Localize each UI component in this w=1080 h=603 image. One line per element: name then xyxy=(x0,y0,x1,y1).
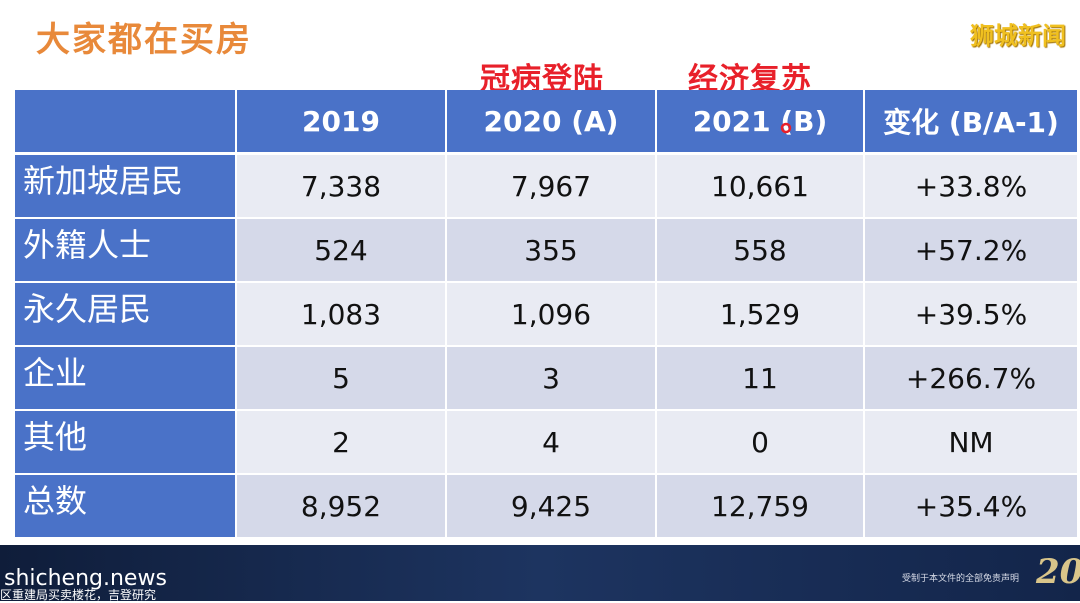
data-cell: 10,661 xyxy=(657,155,863,217)
data-cell: +266.7% xyxy=(865,347,1077,409)
row-header: 总数 xyxy=(15,475,235,537)
data-cell: 2 xyxy=(237,411,445,473)
data-cell: 524 xyxy=(237,219,445,281)
watermark: 狮城新闻 xyxy=(970,22,1066,50)
header-cell xyxy=(15,90,235,152)
data-cell: 8,952 xyxy=(237,475,445,537)
row-header: 企业 xyxy=(15,347,235,409)
data-cell: 12,759 xyxy=(657,475,863,537)
data-cell: 11 xyxy=(657,347,863,409)
data-cell: 0 xyxy=(657,411,863,473)
logo: 20 xyxy=(1036,552,1080,592)
data-cell: 1,096 xyxy=(447,283,655,345)
data-cell: +39.5% xyxy=(865,283,1077,345)
data-cell: +57.2% xyxy=(865,219,1077,281)
data-cell: 355 xyxy=(447,219,655,281)
header-cell: 2021 (B) xyxy=(657,90,863,152)
data-cell: NM xyxy=(865,411,1077,473)
data-cell: 3 xyxy=(447,347,655,409)
row-header: 外籍人士 xyxy=(15,219,235,281)
data-cell: 1,529 xyxy=(657,283,863,345)
header-cell: 2020 (A) xyxy=(447,90,655,152)
header-cell: 2019 xyxy=(237,90,445,152)
data-cell: 1,083 xyxy=(237,283,445,345)
cursor-dot xyxy=(780,122,792,134)
data-cell: +35.4% xyxy=(865,475,1077,537)
data-cell: 4 xyxy=(447,411,655,473)
data-cell: 7,338 xyxy=(237,155,445,217)
data-cell: +33.8% xyxy=(865,155,1077,217)
data-cell: 7,967 xyxy=(447,155,655,217)
header-cell: 变化 (B/A-1) xyxy=(865,90,1077,152)
row-header: 永久居民 xyxy=(15,283,235,345)
disclaimer: 受制于本文件的全部免责声明 xyxy=(902,574,1020,584)
site-name: shicheng.news xyxy=(4,566,167,591)
row-header: 新加坡居民 xyxy=(15,155,235,217)
data-cell: 9,425 xyxy=(447,475,655,537)
data-cell: 558 xyxy=(657,219,863,281)
source: 区重建局买卖楼花，吉登研究 xyxy=(0,588,157,602)
title: 大家都在买房 xyxy=(36,20,252,60)
row-header: 其他 xyxy=(15,411,235,473)
footer-band xyxy=(0,545,1080,601)
data-cell: 5 xyxy=(237,347,445,409)
